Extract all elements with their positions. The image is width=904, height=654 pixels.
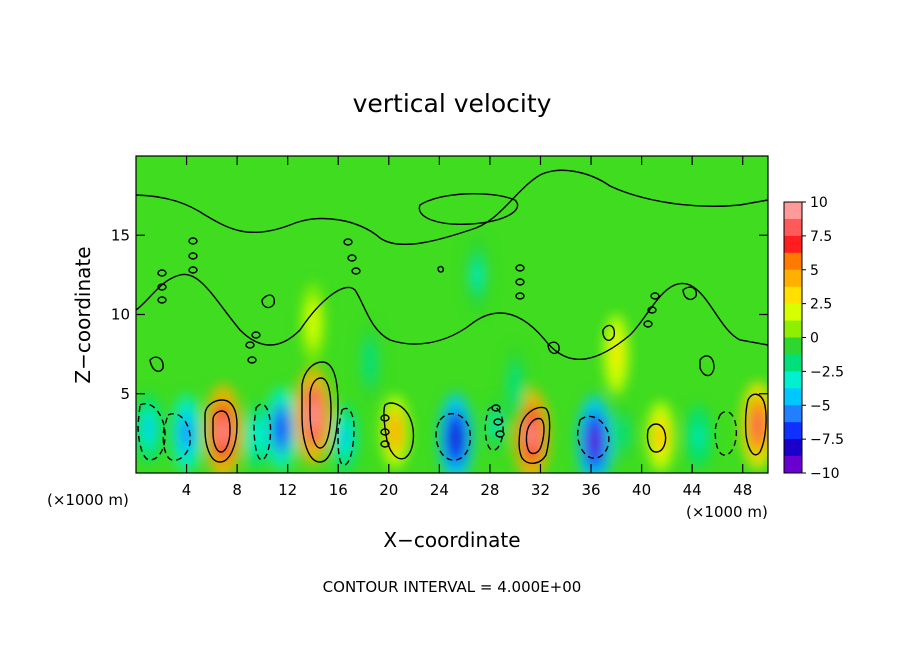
x-axis-label: X−coordinate bbox=[383, 528, 520, 552]
field-feature-4 bbox=[276, 415, 287, 442]
field-feature-2 bbox=[217, 416, 230, 448]
field-feature-3 bbox=[251, 426, 261, 448]
colorbar-segment bbox=[784, 202, 802, 220]
colorbar-segment bbox=[784, 388, 802, 406]
field-feature-1 bbox=[181, 420, 192, 446]
field-feature-7 bbox=[390, 420, 400, 444]
field-feature-18 bbox=[366, 349, 374, 375]
field-feature-6 bbox=[340, 426, 350, 450]
x-axis: 4 8 12 16 20 24 28 32 36 40 44 48 bbox=[182, 156, 752, 499]
colorbar-segment bbox=[784, 235, 802, 254]
x-tick-label: 36 bbox=[581, 481, 600, 499]
x-tick-label: 40 bbox=[632, 481, 651, 499]
x-tick-label: 48 bbox=[733, 481, 752, 499]
colorbar-segment bbox=[784, 286, 802, 305]
colorbar-segment bbox=[784, 252, 802, 271]
colorbar-segment bbox=[784, 337, 802, 355]
colorbar-segment bbox=[784, 303, 802, 322]
y-axis-label: Z−coordinate bbox=[71, 246, 95, 383]
field-feature-5 bbox=[306, 400, 320, 432]
colorbar-segment bbox=[784, 371, 802, 389]
colorbar-segment bbox=[784, 405, 802, 423]
colorbar-label: −5 bbox=[810, 398, 831, 414]
contour-lines bbox=[136, 169, 768, 466]
field-feature-14 bbox=[694, 426, 703, 447]
colorbar bbox=[783, 201, 803, 474]
colorbar-label: 7.5 bbox=[810, 229, 832, 245]
colorbar-label: 0 bbox=[810, 331, 819, 347]
x-tick-label: 32 bbox=[531, 481, 550, 499]
colorbar-segment bbox=[784, 422, 802, 440]
field-feature-15 bbox=[752, 411, 764, 440]
chart-title: vertical velocity bbox=[353, 89, 552, 118]
y-axis: 5 10 15 bbox=[111, 226, 768, 403]
plot-area bbox=[136, 156, 768, 473]
colorbar-segment bbox=[784, 439, 802, 457]
field-feature-20 bbox=[511, 373, 519, 399]
y-tick-label: 15 bbox=[111, 226, 130, 244]
x-tick-label: 24 bbox=[430, 481, 449, 499]
x-unit-right: (×1000 m) bbox=[686, 503, 768, 521]
colorbar-segment bbox=[784, 354, 802, 372]
x-tick-label: 28 bbox=[480, 481, 499, 499]
x-tick-label: 12 bbox=[278, 481, 297, 499]
x-tick-label: 8 bbox=[232, 481, 242, 499]
x-tick-label: 16 bbox=[329, 481, 348, 499]
colorbar-label: 10 bbox=[810, 195, 828, 211]
colorbar-label: −10 bbox=[810, 466, 840, 482]
field-feature-12 bbox=[618, 424, 627, 443]
contour-interval-note: CONTOUR INTERVAL = 4.000E+00 bbox=[323, 578, 582, 596]
colorbar-segment bbox=[784, 320, 802, 338]
x-unit-left: (×1000 m) bbox=[47, 491, 129, 509]
colorbar-segment bbox=[784, 218, 802, 237]
field-feature-13 bbox=[656, 425, 666, 448]
colorbar-label: 2.5 bbox=[810, 297, 832, 313]
colorbar-label: −7.5 bbox=[810, 432, 844, 448]
field-feature-19 bbox=[612, 341, 621, 367]
x-tick-label: 20 bbox=[379, 481, 398, 499]
colorbar-label: −2.5 bbox=[810, 364, 844, 380]
colorbar-label: 5 bbox=[810, 263, 819, 279]
y-tick-label: 5 bbox=[120, 385, 130, 403]
field-feature-0 bbox=[144, 417, 154, 440]
field-feature-8 bbox=[450, 423, 462, 453]
colorbar-segment bbox=[784, 269, 802, 288]
field-feature-16 bbox=[473, 262, 482, 288]
field-feature-11 bbox=[589, 426, 601, 457]
colorbar-segment bbox=[784, 456, 802, 474]
y-tick-label: 10 bbox=[111, 306, 130, 324]
x-tick-label: 4 bbox=[182, 481, 192, 499]
colorbar-labels: 10 7.5 5 2.5 0 −2.5 −5 −7.5 −10 bbox=[802, 195, 844, 482]
x-tick-label: 44 bbox=[683, 481, 702, 499]
